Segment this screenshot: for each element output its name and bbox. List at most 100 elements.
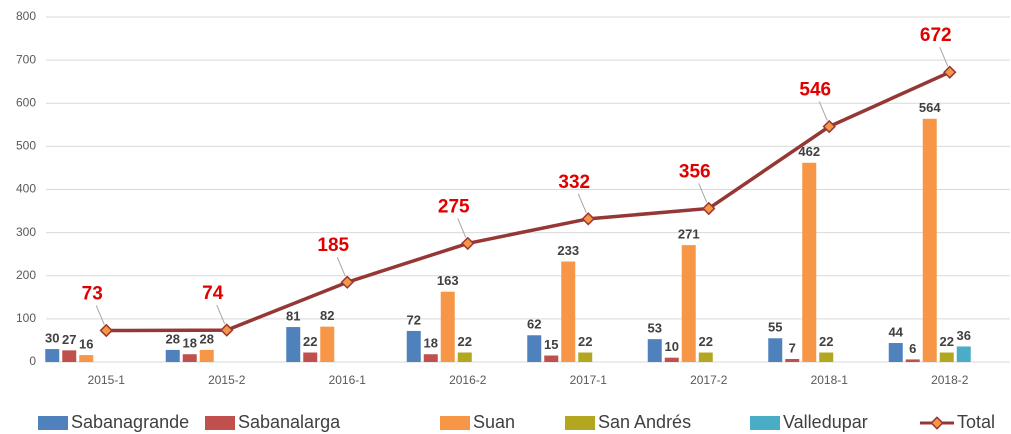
y-tick-label: 700 [16, 52, 36, 66]
bar [561, 261, 576, 362]
leader-line [818, 101, 828, 121]
legend-swatch [440, 416, 470, 430]
line-marker [822, 119, 836, 134]
bar [440, 291, 455, 362]
x-tick-label: 2018-2 [931, 373, 969, 387]
bar [320, 326, 335, 362]
data-label: 564 [919, 100, 941, 115]
data-label: 53 [648, 321, 662, 336]
bar [423, 354, 438, 362]
bar [664, 357, 679, 362]
legend-swatch [38, 416, 68, 430]
bar [939, 352, 954, 362]
bar [79, 355, 94, 362]
bar [768, 338, 783, 362]
line-marker [461, 236, 475, 251]
bar [647, 339, 662, 362]
data-label: 22 [578, 334, 592, 349]
line-marker [943, 65, 957, 79]
total-label: 185 [317, 235, 349, 256]
data-label: 22 [940, 334, 954, 349]
y-tick-label: 300 [16, 225, 36, 239]
bar [303, 352, 318, 362]
legend-label: Sabanagrande [71, 412, 189, 432]
legend-label: Total [957, 412, 995, 432]
y-tick-label: 200 [16, 268, 36, 282]
bar [785, 358, 800, 362]
x-tick-label: 2017-1 [570, 373, 608, 387]
y-tick-label: 400 [16, 182, 36, 196]
data-label: 6 [909, 341, 916, 356]
line-marker [581, 212, 595, 226]
y-tick-label: 800 [16, 9, 36, 23]
line-marker [220, 323, 234, 337]
x-tick-label: 2016-1 [329, 373, 367, 387]
leader-line [698, 183, 708, 203]
y-tick-label: 0 [29, 354, 36, 368]
data-label: 28 [200, 331, 214, 346]
line-marker [702, 201, 716, 216]
leader-line [577, 193, 587, 214]
bar [406, 330, 421, 362]
data-label: 36 [957, 328, 971, 343]
legend-swatch [565, 416, 595, 430]
data-label: 55 [768, 320, 782, 335]
bar [578, 352, 593, 362]
leader-line [95, 305, 105, 325]
bar [888, 343, 903, 362]
bar [905, 359, 920, 362]
bar [199, 349, 214, 362]
data-label: 28 [166, 331, 180, 346]
data-label: 44 [889, 324, 904, 339]
data-label: 271 [678, 227, 700, 242]
legend-swatch [205, 416, 235, 430]
x-tick-label: 2016-2 [449, 373, 487, 387]
total-label: 275 [438, 196, 470, 217]
data-label: 18 [183, 336, 197, 351]
y-tick-label: 100 [16, 311, 36, 325]
leader-line [939, 47, 949, 67]
data-label: 22 [819, 334, 833, 349]
total-label: 74 [202, 283, 224, 304]
legend-swatch [930, 416, 944, 430]
data-label: 22 [458, 334, 472, 349]
legend-label: Sabanalarga [238, 412, 341, 432]
data-label: 10 [665, 339, 679, 354]
bar [681, 245, 696, 362]
y-tick-label: 500 [16, 139, 36, 153]
data-label: 22 [303, 334, 317, 349]
data-label: 81 [286, 309, 300, 324]
leader-line [336, 257, 346, 277]
total-line [106, 70, 951, 333]
bar [527, 335, 542, 362]
total-label: 332 [558, 172, 590, 193]
legend-label: Suan [473, 412, 515, 432]
bar [802, 162, 817, 362]
data-label: 18 [424, 336, 438, 351]
leader-line [216, 304, 226, 325]
data-label: 62 [527, 317, 541, 332]
leader-line [457, 218, 467, 238]
data-label: 15 [544, 337, 558, 352]
data-label: 72 [407, 312, 421, 327]
data-label: 233 [557, 243, 579, 258]
y-tick-label: 600 [16, 95, 36, 109]
bar [457, 352, 472, 362]
legend-label: Valledupar [783, 412, 868, 432]
total-label: 356 [679, 161, 711, 182]
data-label: 27 [62, 332, 76, 347]
legend-swatch [750, 416, 780, 430]
data-label: 82 [320, 308, 334, 323]
x-tick-label: 2015-2 [208, 373, 246, 387]
data-label: 30 [45, 331, 59, 346]
data-label: 462 [798, 144, 820, 159]
bar [286, 327, 301, 362]
total-label: 73 [82, 284, 103, 305]
x-tick-label: 2018-1 [811, 373, 849, 387]
bar [698, 352, 713, 362]
data-label: 163 [437, 273, 459, 288]
bar [165, 349, 180, 362]
total-label: 672 [920, 25, 952, 46]
bar [45, 349, 60, 362]
legend-label: San Andrés [598, 412, 691, 432]
